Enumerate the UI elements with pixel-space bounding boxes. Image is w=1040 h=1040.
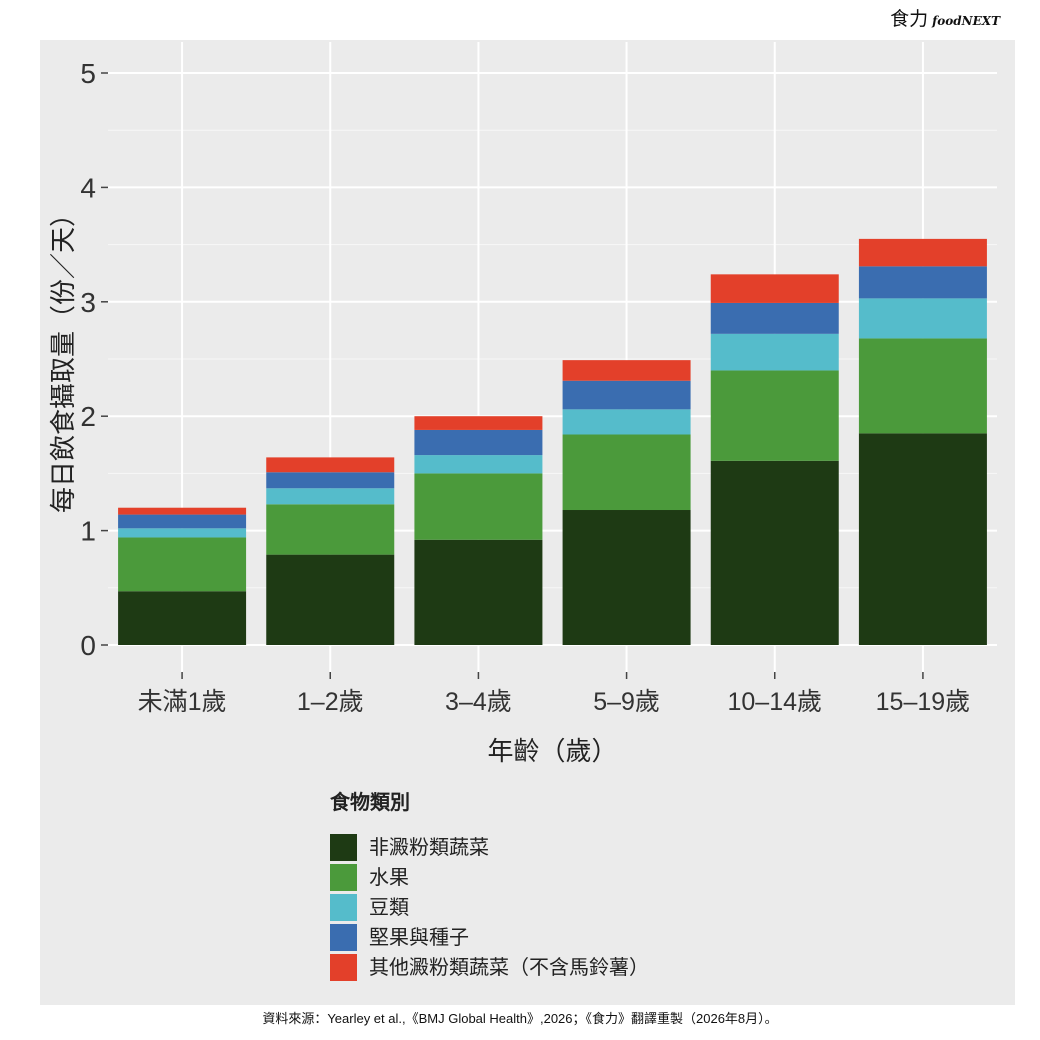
y-tick-label: 4 bbox=[80, 172, 96, 203]
y-tick-label: 2 bbox=[80, 401, 96, 432]
y-tick-label: 0 bbox=[80, 630, 96, 661]
bar-segment bbox=[858, 266, 987, 299]
bar-segment bbox=[118, 591, 247, 645]
y-tick-label: 3 bbox=[80, 287, 96, 318]
bar-segment bbox=[414, 429, 543, 456]
bar-segment bbox=[266, 457, 395, 473]
legend-label: 豆類 bbox=[369, 895, 409, 919]
x-tick-label: 1–2歲 bbox=[297, 688, 364, 716]
bar-segment bbox=[858, 298, 987, 339]
x-tick-label: 未滿1歲 bbox=[138, 688, 227, 716]
brand-name-cn: 食力 bbox=[890, 8, 929, 30]
legend-label: 其他澱粉類蔬菜（不含馬鈴薯） bbox=[369, 955, 649, 979]
bar-segment bbox=[858, 433, 987, 645]
legend-swatch bbox=[330, 863, 357, 891]
legend-item: 非澱粉類蔬菜 bbox=[330, 832, 649, 862]
bar-segment bbox=[118, 507, 247, 515]
bar-segment bbox=[414, 455, 543, 474]
legend-item: 堅果與種子 bbox=[330, 922, 649, 952]
legend-swatch bbox=[330, 893, 357, 921]
legend-item: 其他澱粉類蔬菜（不含馬鈴薯） bbox=[330, 952, 649, 982]
bar-segment bbox=[710, 302, 839, 334]
legend-title: 食物類別 bbox=[330, 790, 410, 814]
bar-segment bbox=[562, 380, 691, 410]
legend-item: 豆類 bbox=[330, 892, 649, 922]
bar-segment bbox=[710, 333, 839, 371]
bar-segment bbox=[858, 238, 987, 267]
bar-segment bbox=[414, 416, 543, 430]
bar-segment bbox=[710, 274, 839, 303]
legend-label: 非澱粉類蔬菜 bbox=[369, 835, 489, 859]
bar-segment bbox=[858, 338, 987, 434]
brand-logo: 食力 foodNEXT bbox=[890, 4, 1000, 34]
bar-segment bbox=[562, 360, 691, 381]
bar-segment bbox=[266, 488, 395, 505]
bar-segment bbox=[118, 528, 247, 538]
legend-label: 水果 bbox=[369, 865, 409, 889]
y-tick-label: 1 bbox=[80, 516, 96, 547]
bar-segment bbox=[562, 409, 691, 435]
bar-segment bbox=[710, 460, 839, 645]
x-tick-label: 5–9歲 bbox=[593, 688, 660, 716]
bar-segment bbox=[118, 514, 247, 529]
legend-swatch bbox=[330, 923, 357, 951]
x-tick-label: 3–4歲 bbox=[445, 688, 512, 716]
bar-segment bbox=[266, 504, 395, 555]
legend-swatch bbox=[330, 833, 357, 861]
y-axis-title: 每日飲食攝取量（份／天） bbox=[49, 201, 79, 513]
x-tick-label: 10–14歲 bbox=[727, 688, 822, 716]
x-axis-title: 年齡（歲） bbox=[487, 737, 617, 767]
legend-items: 非澱粉類蔬菜 水果豆類堅果與種子其他澱粉類蔬菜（不含馬鈴薯） bbox=[330, 832, 649, 982]
legend-label: 堅果與種子 bbox=[369, 925, 469, 949]
bar-segment bbox=[710, 370, 839, 461]
source-footer: 資料來源：Yearley et al.,《BMJ Global Health》,… bbox=[262, 1011, 778, 1026]
legend-swatch bbox=[330, 953, 357, 981]
bar-segment bbox=[562, 510, 691, 645]
bar-segment bbox=[562, 434, 691, 511]
legend: 食物類別 非澱粉類蔬菜 水果豆類堅果與種子其他澱粉類蔬菜（不含馬鈴薯） bbox=[330, 788, 649, 982]
plot-panel bbox=[108, 42, 997, 672]
bar-segment bbox=[266, 554, 395, 645]
legend-item: 水果 bbox=[330, 862, 649, 892]
bar-segment bbox=[414, 473, 543, 540]
bar-segment bbox=[414, 539, 543, 645]
bar-segment bbox=[266, 472, 395, 489]
x-tick-label: 15–19歲 bbox=[876, 688, 971, 716]
brand-name-en: foodNEXT bbox=[932, 14, 1000, 28]
bar-segment bbox=[118, 537, 247, 592]
y-tick-label: 5 bbox=[80, 58, 96, 89]
